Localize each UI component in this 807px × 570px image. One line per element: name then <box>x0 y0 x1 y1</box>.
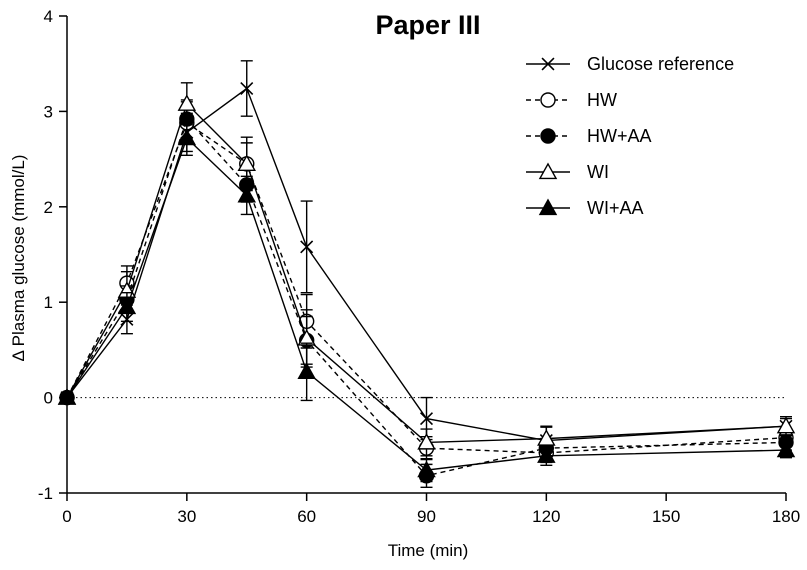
legend-label: HW <box>587 90 617 110</box>
marker-wi-aa <box>237 185 256 203</box>
series-line <box>66 121 787 454</box>
marker-wi-aa <box>538 198 558 216</box>
series-line <box>66 136 787 471</box>
marker-wi-aa <box>417 460 436 478</box>
series-glucose-reference <box>60 60 793 456</box>
marker-wi-aa <box>776 440 796 458</box>
legend-label: WI+AA <box>587 198 644 218</box>
marker-wi <box>237 154 256 172</box>
series-line <box>66 117 787 477</box>
x-tick-label: 90 <box>417 507 436 526</box>
marker-wi-aa <box>57 388 77 405</box>
marker-glucose-reference <box>419 412 434 426</box>
x-axis-title: Time (min) <box>388 541 469 560</box>
marker-glucose-reference <box>541 57 555 71</box>
legend-label: HW+AA <box>587 126 652 146</box>
y-tick-label: 0 <box>44 389 53 408</box>
legend-label: WI <box>587 162 609 182</box>
x-tick-label: 30 <box>177 507 196 526</box>
y-tick-label: 1 <box>44 293 53 312</box>
tick-group: -1 0 1 2 3 4 0 30 60 90 120 150 180 <box>38 7 800 526</box>
series-wi <box>57 82 796 457</box>
marker-hw <box>540 92 556 108</box>
x-tick-label: 180 <box>772 507 800 526</box>
series-wi-aa <box>57 120 796 483</box>
series-line <box>66 87 787 442</box>
marker-wi-aa <box>537 446 556 463</box>
y-tick-label: 2 <box>44 198 53 217</box>
legend-label: Glucose reference <box>587 54 734 74</box>
y-axis-title: Δ Plasma glucose (mmol/L) <box>9 155 28 362</box>
x-tick-label: 0 <box>62 507 71 526</box>
x-tick-label: 150 <box>652 507 680 526</box>
legend: Glucose reference HW HW+AA WI WI+AA <box>526 54 734 218</box>
marker-hw-aa <box>540 128 556 144</box>
series-line <box>66 102 787 444</box>
plot-area <box>57 60 796 488</box>
marker-wi <box>417 432 436 450</box>
marker-wi <box>537 429 556 446</box>
marker-wi <box>538 162 558 180</box>
y-tick-label: 4 <box>44 7 53 26</box>
chart-title: Paper III <box>375 10 480 40</box>
marker-wi <box>177 94 197 111</box>
x-tick-label: 60 <box>297 507 316 526</box>
marker-glucose-reference <box>240 81 254 96</box>
marker-wi <box>776 416 796 434</box>
marker-wi-aa <box>177 128 197 146</box>
y-tick-label: 3 <box>44 102 53 121</box>
y-tick-label: -1 <box>38 484 53 503</box>
marker-wi-aa <box>297 362 316 379</box>
marker-glucose-reference <box>300 240 314 254</box>
x-tick-label: 120 <box>532 507 560 526</box>
marker-wi-aa <box>117 297 137 315</box>
